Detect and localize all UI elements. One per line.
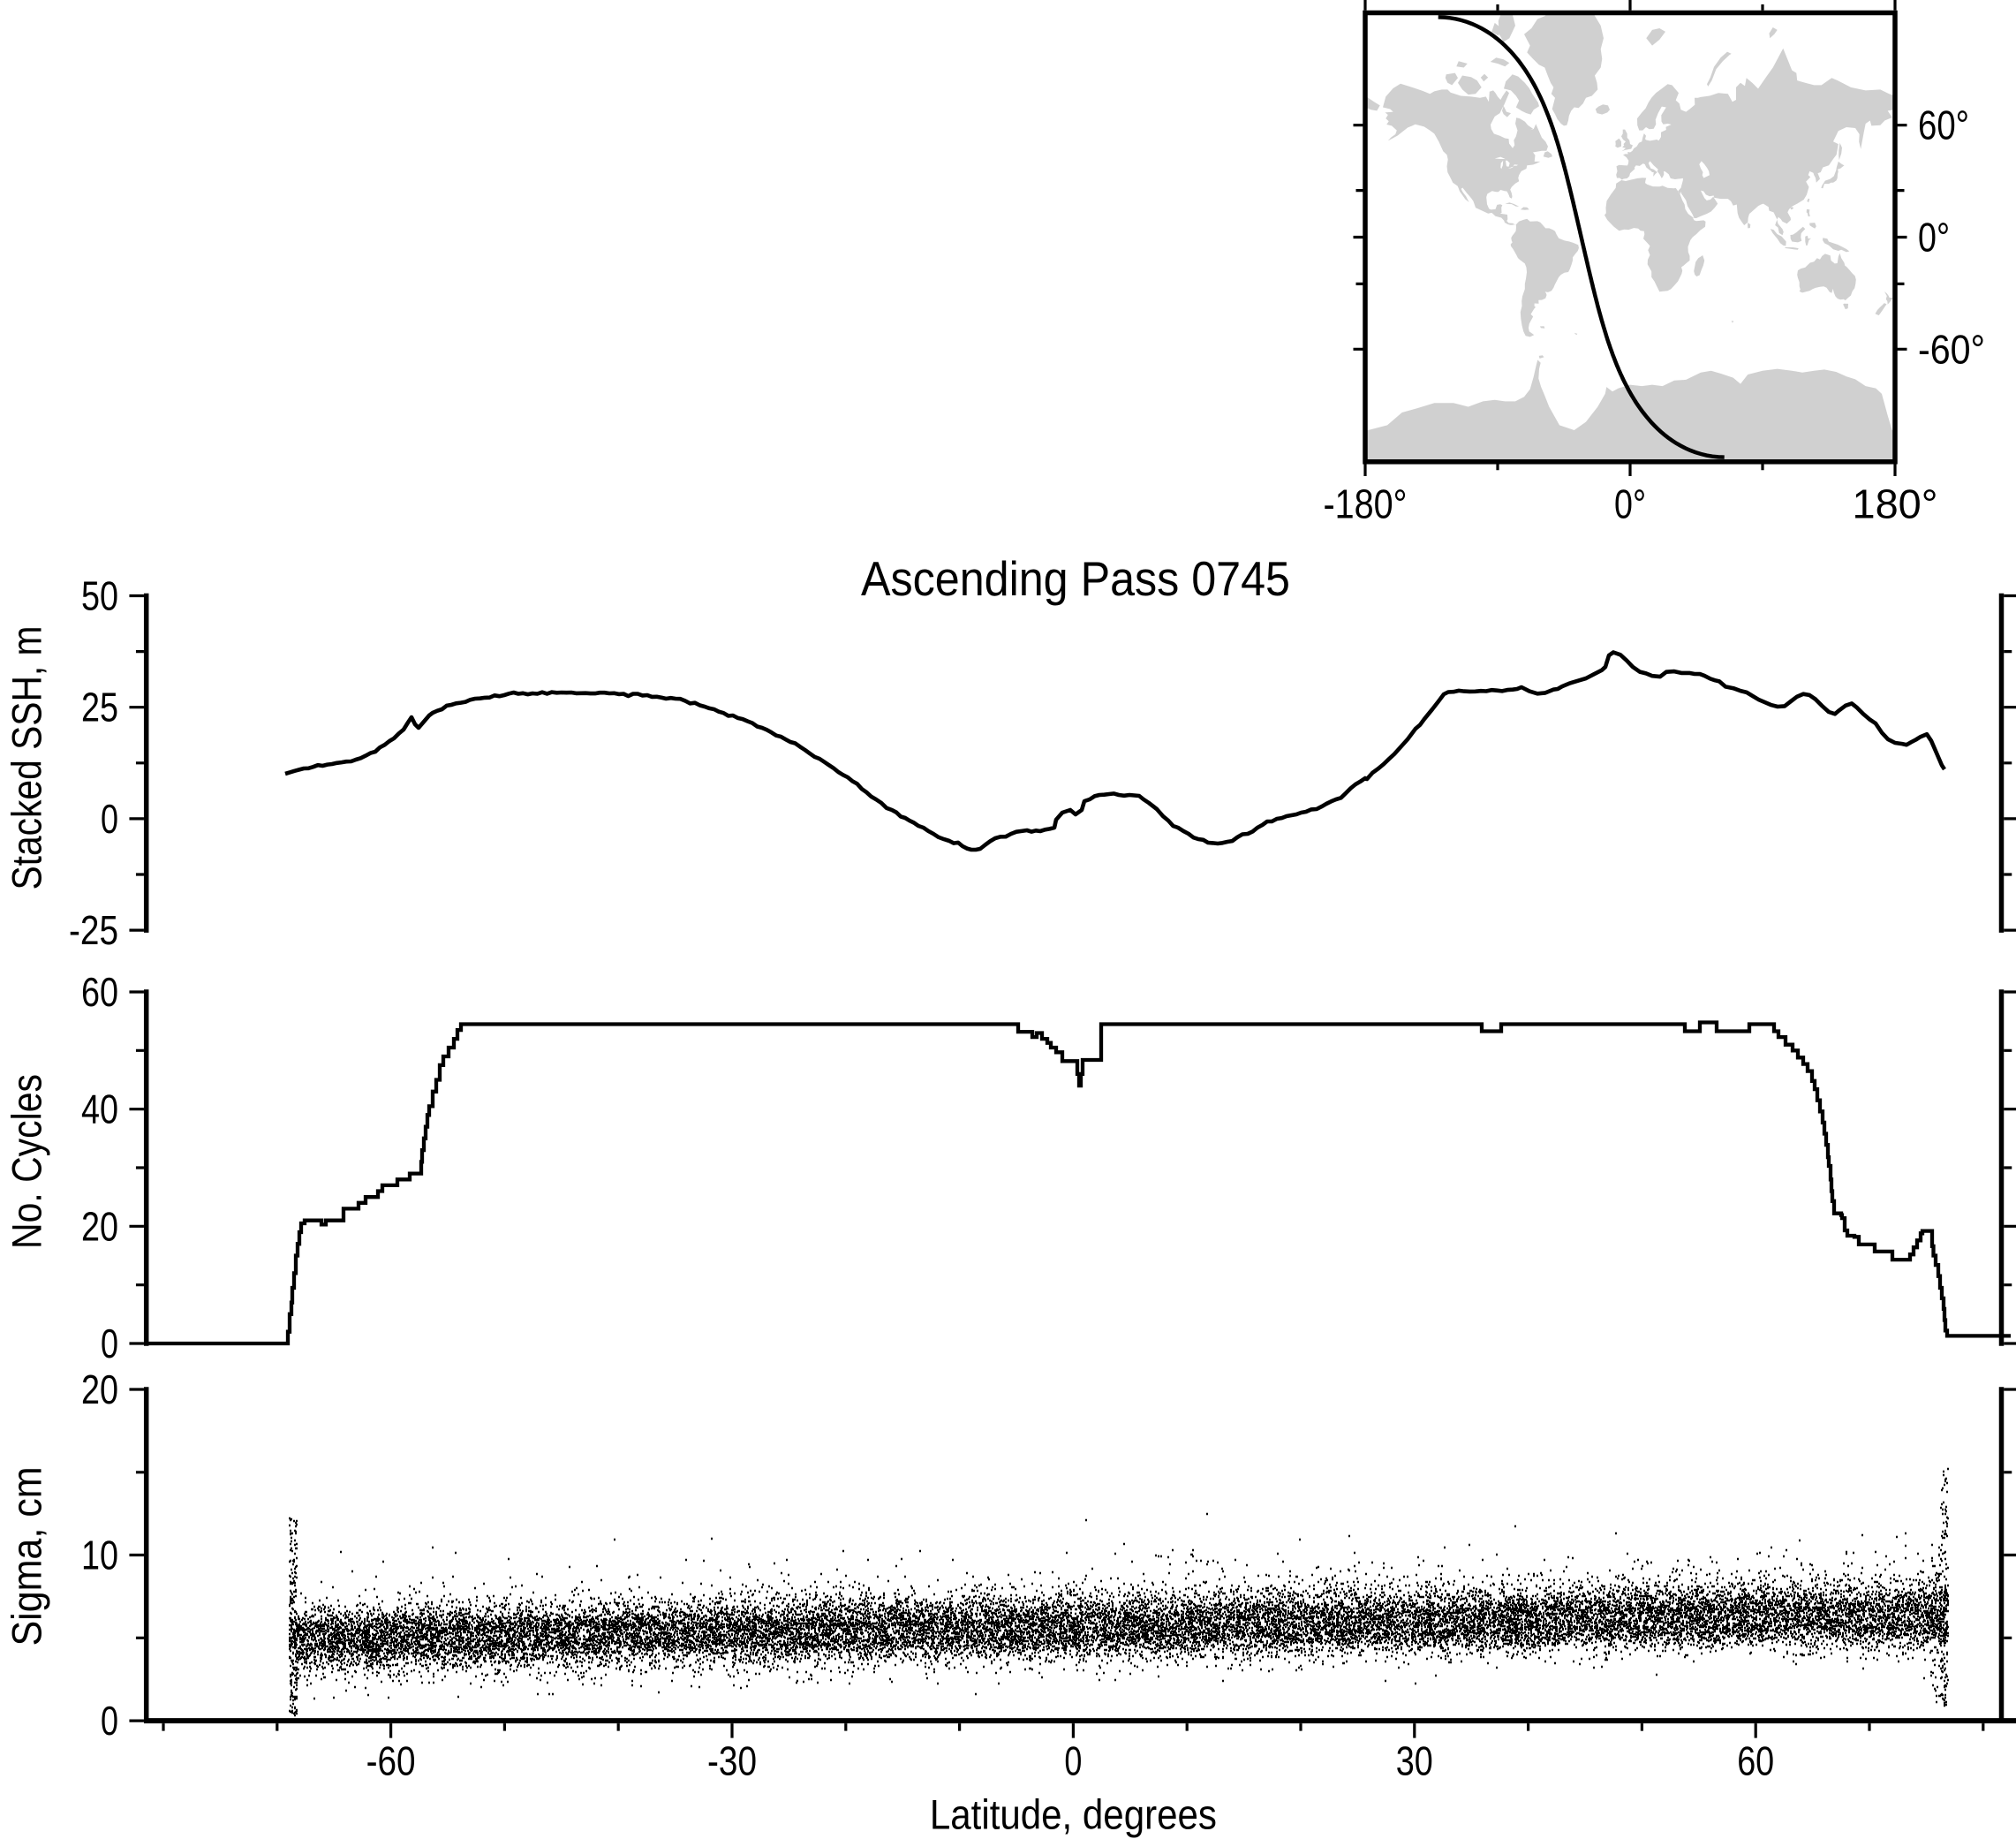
svg-text:25: 25 — [81, 685, 118, 730]
svg-text:-180°: -180° — [1324, 481, 1408, 527]
svg-text:0: 0 — [101, 1321, 118, 1366]
svg-text:60°: 60° — [1918, 102, 1969, 148]
svg-text:20: 20 — [81, 1366, 118, 1412]
svg-text:-60: -60 — [366, 1738, 416, 1784]
svg-text:-25: -25 — [69, 907, 118, 953]
svg-text:Stacked SSH, m: Stacked SSH, m — [4, 626, 50, 890]
svg-text:-30: -30 — [707, 1738, 757, 1784]
svg-text:Ascending Pass 0745: Ascending Pass 0745 — [861, 551, 1290, 606]
svg-text:20: 20 — [81, 1203, 118, 1249]
svg-text:30: 30 — [1396, 1738, 1433, 1784]
svg-text:0: 0 — [101, 1698, 118, 1744]
svg-text:No. Cycles: No. Cycles — [4, 1074, 50, 1249]
svg-text:-60°: -60° — [1918, 326, 1985, 372]
svg-text:40: 40 — [81, 1086, 118, 1132]
svg-text:0°: 0° — [1614, 481, 1646, 527]
svg-text:0°: 0° — [1918, 215, 1950, 261]
svg-text:60: 60 — [1737, 1738, 1774, 1784]
svg-text:50: 50 — [81, 573, 118, 619]
svg-text:60: 60 — [81, 969, 118, 1015]
svg-text:Sigma, cm: Sigma, cm — [4, 1467, 50, 1646]
svg-text:0: 0 — [1064, 1738, 1082, 1784]
svg-text:0: 0 — [101, 796, 118, 842]
svg-text:Latitude, degrees: Latitude, degrees — [930, 1790, 1217, 1837]
svg-text:180°: 180° — [1853, 481, 1938, 527]
svg-text:10: 10 — [81, 1532, 118, 1578]
